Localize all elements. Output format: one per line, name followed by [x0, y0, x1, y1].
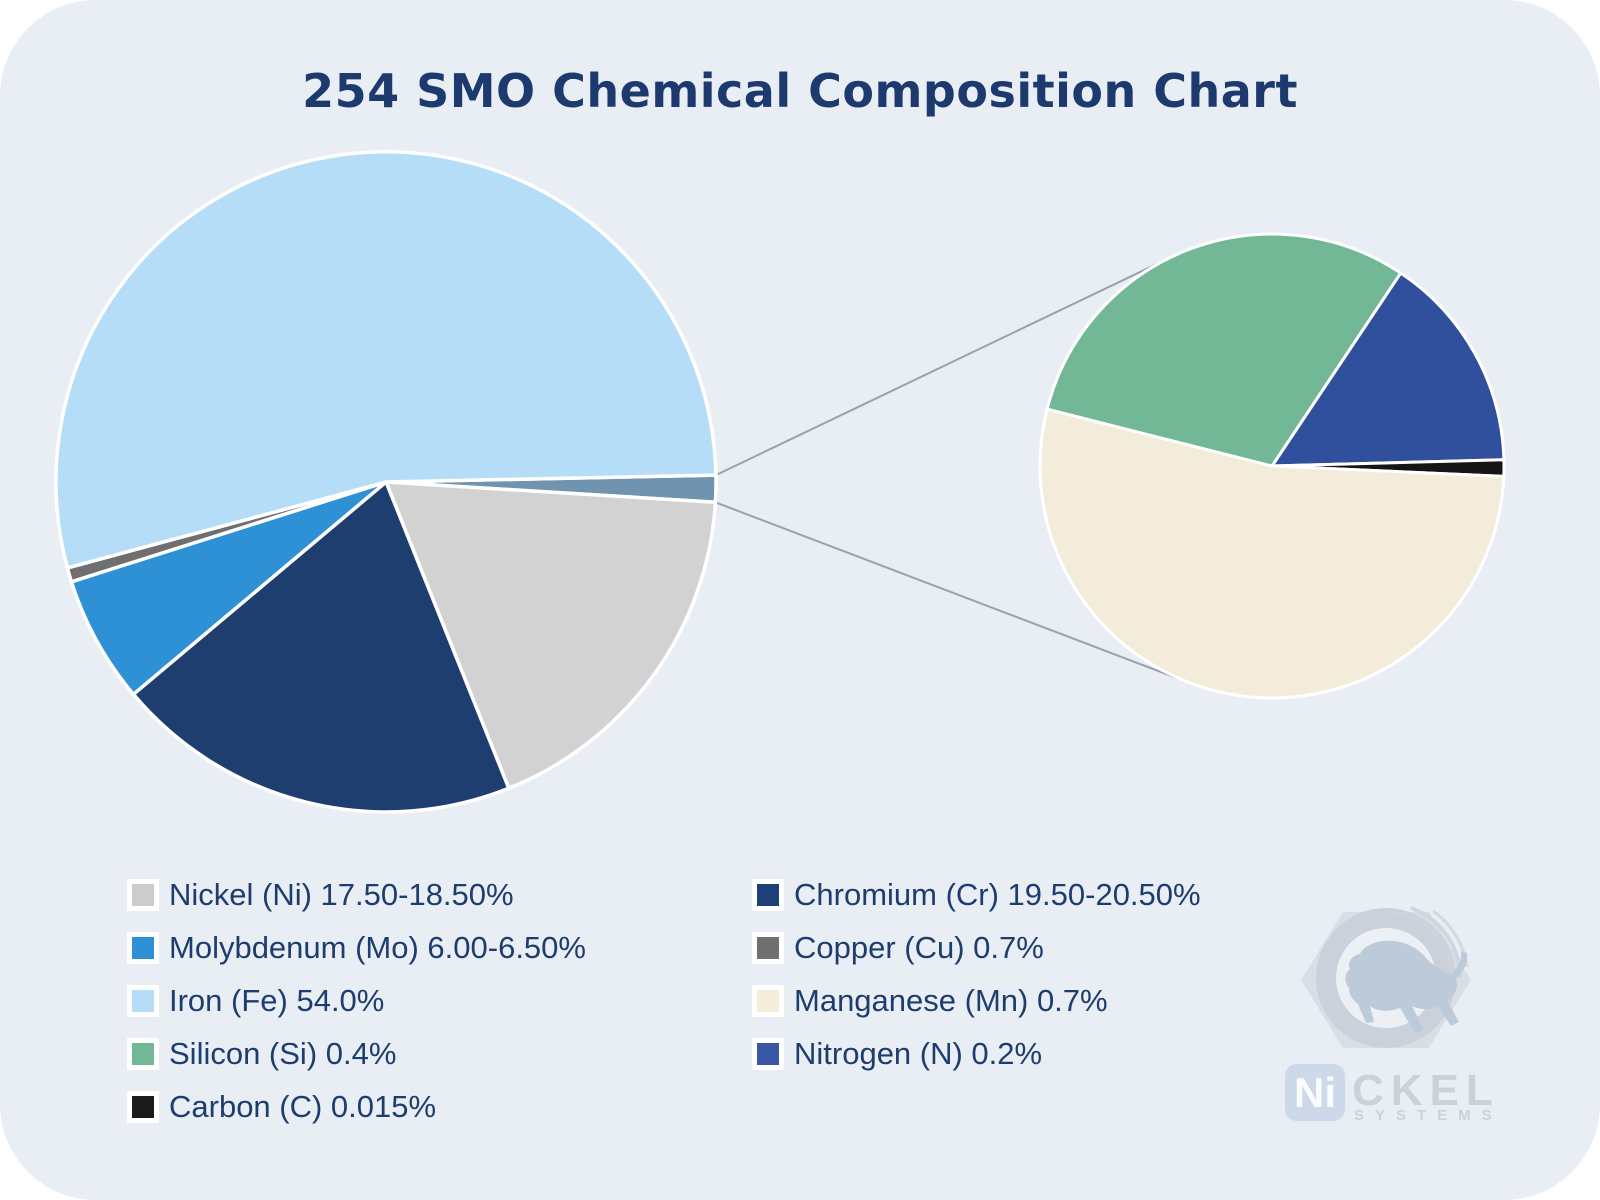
slice-iron-fe	[54, 150, 718, 570]
legend-swatch-icon	[127, 1090, 159, 1123]
legend-swatch-icon	[752, 1037, 784, 1070]
legend-item: Nitrogen (N) 0.2%	[752, 1027, 1201, 1080]
legend-item: Chromium (Cr) 19.50-20.50%	[752, 868, 1201, 921]
zoom-connector-top	[715, 255, 1173, 477]
legend-label: Iron (Fe) 54.0%	[169, 982, 385, 1018]
slice-nitrogen-n	[1270, 271, 1506, 468]
legend-swatch-icon	[752, 984, 784, 1017]
legend-column-left: Nickel (Ni) 17.50-18.50% Molybdenum (Mo) …	[127, 868, 586, 1133]
legend-item: Iron (Fe) 54.0%	[127, 974, 586, 1027]
legend-swatch-icon	[127, 931, 159, 964]
slice-nickel-ni	[384, 480, 718, 791]
legend-swatch-icon	[127, 878, 159, 911]
legend-item: Manganese (Mn) 0.7%	[752, 974, 1201, 1027]
bison-icon	[1345, 940, 1468, 1033]
detail-zoom-pie-chart	[1038, 232, 1506, 700]
legend-item: Carbon (C) 0.015%	[127, 1080, 586, 1133]
legend-column-right: Chromium (Cr) 19.50-20.50% Copper (Cu) 0.…	[752, 868, 1201, 1080]
logo-swoosh-arc	[1391, 909, 1455, 985]
zoom-callout-lines	[715, 255, 1190, 684]
main-pie-chart	[54, 150, 718, 814]
legend-swatch-icon	[127, 1037, 159, 1070]
slice-chromium-cr	[131, 480, 511, 814]
legend-label: Chromium (Cr) 19.50-20.50%	[794, 876, 1201, 912]
legend-label: Nitrogen (N) 0.2%	[794, 1035, 1043, 1071]
zoom-connector-bottom	[715, 501, 1190, 684]
legend-label: Silicon (Si) 0.4%	[169, 1035, 397, 1071]
slice-manganese-mn	[1038, 407, 1506, 700]
legend-swatch-icon	[752, 931, 784, 964]
legend-item: Silicon (Si) 0.4%	[127, 1027, 586, 1080]
legend-swatch-icon	[127, 984, 159, 1017]
legend-swatch-icon	[752, 878, 784, 911]
legend-item: Copper (Cu) 0.7%	[752, 921, 1201, 974]
legend-item: Nickel (Ni) 17.50-18.50%	[127, 868, 586, 921]
legend-label: Nickel (Ni) 17.50-18.50%	[169, 876, 514, 912]
legend-label: Carbon (C) 0.015%	[169, 1088, 437, 1124]
page-title: 254 SMO Chemical Composition Chart	[302, 64, 1298, 118]
legend-label: Molybdenum (Mo) 6.00-6.50%	[169, 929, 586, 965]
logo-ni-text: Ni	[1294, 1069, 1336, 1116]
logo-systems-text: SYSTEMS	[1354, 1107, 1503, 1124]
legend-item: Molybdenum (Mo) 6.00-6.50%	[127, 921, 586, 974]
legend-label: Manganese (Mn) 0.7%	[794, 982, 1108, 1018]
legend-label: Copper (Cu) 0.7%	[794, 929, 1044, 965]
logo-ckel-text: CKEL	[1352, 1066, 1500, 1115]
slice-molybdenum-mo	[69, 480, 388, 697]
slice-silicon-si	[1045, 232, 1403, 468]
ni-badge	[1281, 1060, 1349, 1125]
nickel-systems-logo: Ni CKEL SYSTEMS	[1281, 906, 1503, 1125]
